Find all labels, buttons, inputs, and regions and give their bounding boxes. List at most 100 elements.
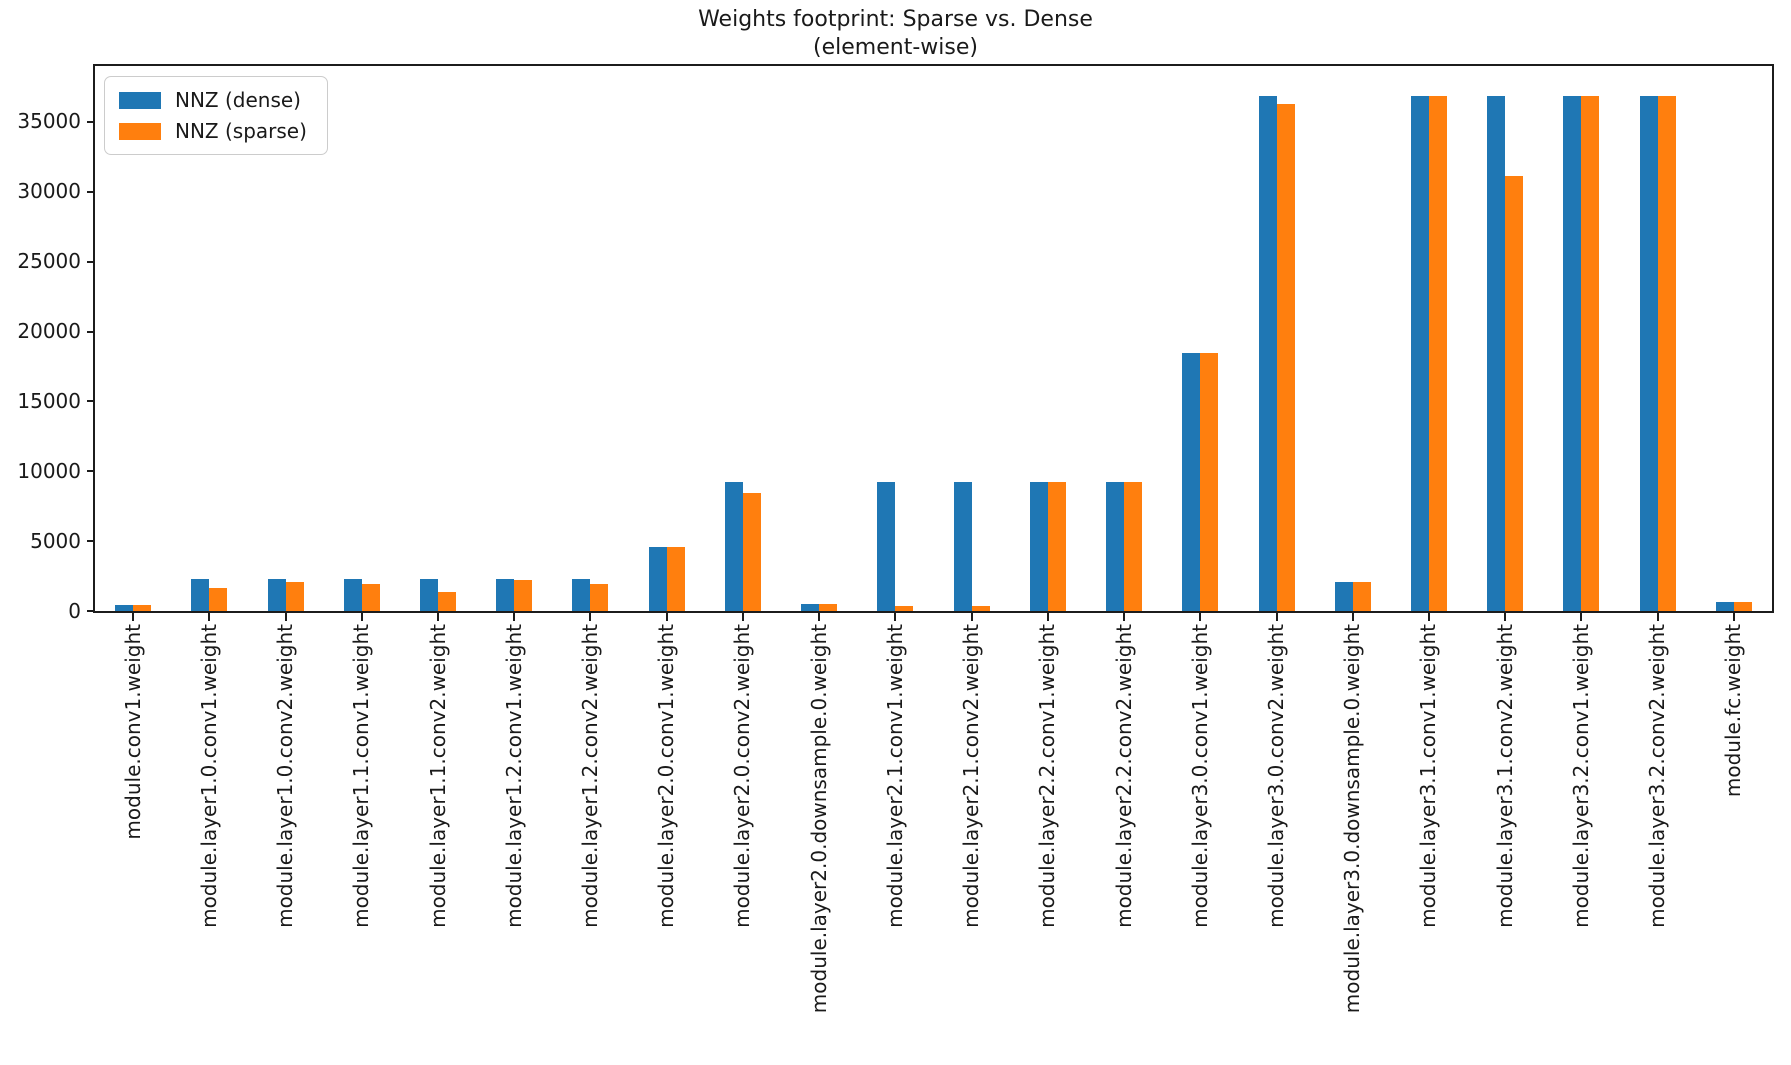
x-tick-label: module.layer1.1.conv1.weight (349, 624, 374, 928)
x-tick-label: module.layer3.0.conv1.weight (1187, 624, 1212, 928)
bar-dense (801, 603, 820, 611)
bar-dense (1639, 95, 1658, 611)
x-tick (1656, 613, 1659, 621)
bar-dense (1029, 482, 1048, 611)
bar-dense (1258, 95, 1277, 611)
bar-dense (1106, 482, 1125, 611)
legend-item-sparse: NNZ (sparse) (119, 119, 307, 143)
y-tick-label: 5000 (30, 528, 81, 553)
y-tick-label: 30000 (17, 179, 81, 204)
y-tick-label: 35000 (17, 109, 81, 134)
legend-label-dense: NNZ (dense) (175, 88, 301, 112)
y-tick-label: 15000 (17, 388, 81, 413)
x-tick (1427, 613, 1430, 621)
y-tick (87, 610, 95, 612)
chart-title-line-1: Weights footprint: Sparse vs. Dense (698, 7, 1093, 32)
bar-sparse (1505, 176, 1524, 611)
x-tick-label: module.layer2.0.conv2.weight (730, 624, 755, 928)
legend-swatch-dense (119, 91, 161, 109)
x-tick-label: module.layer2.2.conv1.weight (1035, 624, 1060, 928)
x-tick (665, 613, 668, 621)
x-tick (1123, 613, 1126, 621)
bar-sparse (819, 603, 838, 611)
x-tick-label: module.layer3.2.conv1.weight (1568, 624, 1593, 928)
x-tick-label: module.layer3.1.conv1.weight (1416, 624, 1441, 928)
y-tick-label: 10000 (17, 458, 81, 483)
bar-dense (115, 604, 134, 611)
x-tick (1275, 613, 1278, 621)
bar-sparse (514, 579, 533, 611)
bar-dense (724, 482, 743, 611)
bar-dense (267, 578, 286, 611)
x-tick (589, 613, 592, 621)
x-tick (1732, 613, 1735, 621)
legend-swatch-sparse (119, 122, 161, 140)
legend-item-dense: NNZ (dense) (119, 88, 307, 112)
y-tick (87, 400, 95, 403)
y-tick-label: 20000 (17, 319, 81, 343)
y-tick (87, 540, 95, 543)
x-tick-label: module.conv1.weight (120, 624, 145, 840)
bar-dense (572, 578, 591, 611)
x-tick-label: module.layer3.1.conv2.weight (1492, 624, 1517, 928)
bar-sparse (1733, 602, 1752, 611)
y-tick (87, 470, 95, 473)
x-tick-label: module.layer2.1.conv2.weight (959, 624, 984, 928)
bar-sparse (1047, 482, 1066, 611)
x-tick (437, 613, 440, 621)
x-tick (132, 613, 135, 621)
x-tick (284, 613, 287, 621)
x-tick (970, 613, 973, 621)
bar-sparse (1581, 95, 1600, 611)
legend-label-sparse: NNZ (sparse) (175, 119, 307, 143)
bar-dense (1487, 95, 1506, 611)
bar-dense (1715, 602, 1734, 611)
bar-dense (1182, 353, 1201, 611)
x-tick-label: module.layer2.1.conv1.weight (882, 624, 907, 928)
bar-dense (953, 482, 972, 611)
y-tick (87, 120, 95, 123)
x-tick-label: module.layer2.0.conv1.weight (654, 624, 679, 928)
x-tick (208, 613, 211, 621)
x-tick-label: module.layer1.1.conv2.weight (425, 624, 450, 928)
x-tick (741, 613, 744, 621)
bar-sparse (285, 582, 304, 611)
bar-sparse (590, 583, 609, 611)
x-tick-label: module.layer3.0.conv2.weight (1264, 624, 1289, 928)
x-tick (1580, 613, 1583, 621)
x-tick (360, 613, 363, 621)
y-tick (87, 260, 95, 263)
bar-sparse (742, 492, 761, 611)
y-tick-label: 0 (68, 598, 81, 623)
chart-title-line-2: (element-wise) (813, 35, 978, 60)
x-tick-label: module.layer1.2.conv1.weight (501, 624, 526, 928)
x-tick-label: module.layer3.2.conv2.weight (1645, 624, 1670, 928)
bar-sparse (361, 583, 380, 611)
x-tick-label: module.layer1.0.conv2.weight (273, 624, 298, 928)
bar-sparse (209, 588, 228, 611)
bar-dense (1410, 95, 1429, 611)
bar-sparse (133, 604, 152, 611)
x-tick (1199, 613, 1202, 621)
bar-dense (496, 578, 515, 611)
bar-dense (343, 578, 362, 611)
chart-title: Weights footprint: Sparse vs. Dense (ele… (0, 6, 1791, 62)
bar-dense (1334, 582, 1353, 611)
bar-sparse (1124, 482, 1143, 611)
bar-dense (420, 578, 439, 611)
bar-sparse (1657, 95, 1676, 611)
x-tick-label: module.layer1.2.conv2.weight (577, 624, 602, 928)
bar-dense (648, 546, 667, 611)
x-tick-label: module.fc.weight (1721, 624, 1746, 798)
bar-sparse (1200, 353, 1219, 611)
x-tick-label: module.layer2.0.downsample.0.weight (806, 624, 831, 1014)
bar-dense (191, 578, 210, 611)
x-tick (513, 613, 516, 621)
legend: NNZ (dense) NNZ (sparse) (104, 76, 328, 155)
bar-dense (1563, 95, 1582, 611)
y-tick (87, 190, 95, 193)
x-tick-label: module.layer2.2.conv2.weight (1111, 624, 1136, 928)
bar-sparse (666, 546, 685, 611)
x-tick (1351, 613, 1354, 621)
